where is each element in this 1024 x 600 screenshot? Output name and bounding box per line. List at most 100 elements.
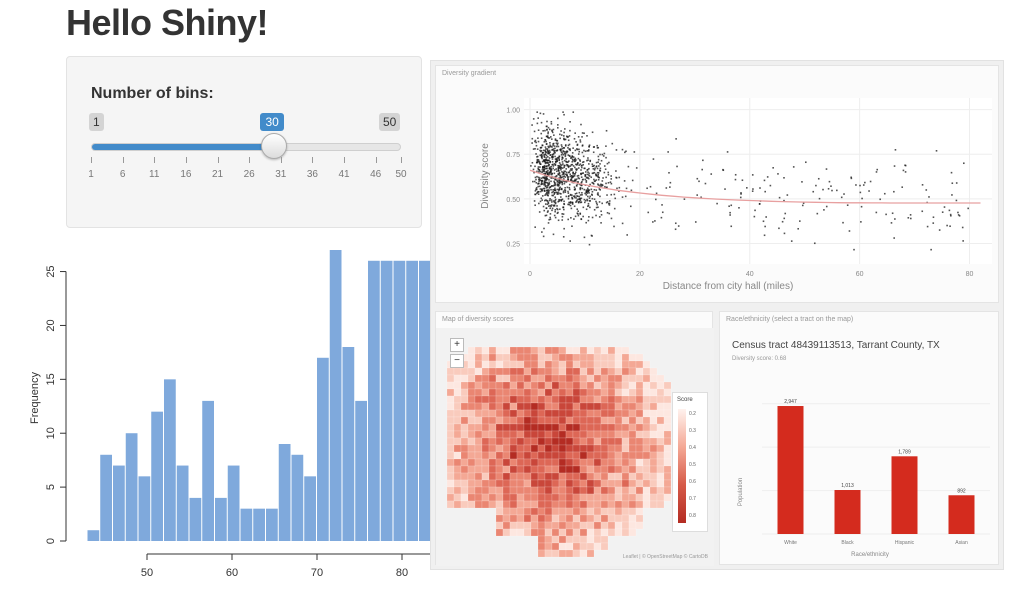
map-tract-cell[interactable] bbox=[467, 493, 476, 502]
map-tract-cell[interactable] bbox=[530, 374, 539, 383]
bins-slider-handle[interactable] bbox=[261, 133, 288, 159]
map-tract-cell[interactable] bbox=[593, 360, 602, 369]
map-tract-cell[interactable] bbox=[509, 346, 518, 355]
map-tract-cell[interactable] bbox=[502, 381, 511, 390]
map-tract-cell[interactable] bbox=[530, 353, 539, 362]
map-tract-cell[interactable] bbox=[481, 402, 490, 411]
map-tract-cell[interactable] bbox=[607, 346, 616, 355]
map-tract-cell[interactable] bbox=[495, 360, 504, 369]
map-tract-cell[interactable] bbox=[663, 409, 672, 418]
map-tract-cell[interactable] bbox=[593, 395, 602, 404]
map-tract-cell[interactable] bbox=[628, 402, 637, 411]
map-tract-cell[interactable] bbox=[516, 353, 525, 362]
map-tract-cell[interactable] bbox=[453, 402, 462, 411]
map-tract-cell[interactable] bbox=[565, 521, 574, 530]
map-tract-cell[interactable] bbox=[537, 535, 546, 544]
map-tract-cell[interactable] bbox=[628, 388, 637, 397]
map-tract-cell[interactable] bbox=[614, 486, 623, 495]
map-tract-cell[interactable] bbox=[558, 430, 567, 439]
map-tract-cell[interactable] bbox=[586, 514, 595, 523]
map-tract-cell[interactable] bbox=[551, 423, 560, 432]
map-tract-cell[interactable] bbox=[502, 402, 511, 411]
map-tract-cell[interactable] bbox=[446, 437, 455, 446]
map-tract-cell[interactable] bbox=[586, 479, 595, 488]
map-tract-cell[interactable] bbox=[523, 409, 532, 418]
map-tract-cell[interactable] bbox=[509, 416, 518, 425]
map-tract-cell[interactable] bbox=[579, 549, 588, 558]
map-tract-cell[interactable] bbox=[509, 500, 518, 509]
map-tract-cell[interactable] bbox=[481, 353, 490, 362]
map-tract-cell[interactable] bbox=[481, 409, 490, 418]
map-tract-cell[interactable] bbox=[446, 388, 455, 397]
map-tract-cell[interactable] bbox=[621, 437, 630, 446]
map-tract-cell[interactable] bbox=[656, 444, 665, 453]
map-tract-cell[interactable] bbox=[656, 395, 665, 404]
map-tract-cell[interactable] bbox=[621, 423, 630, 432]
map-tract-cell[interactable] bbox=[481, 465, 490, 474]
map-tract-cell[interactable] bbox=[509, 472, 518, 481]
map-tract-cell[interactable] bbox=[586, 346, 595, 355]
map-tract-cell[interactable] bbox=[628, 409, 637, 418]
map-tract-cell[interactable] bbox=[537, 493, 546, 502]
map-tract-cell[interactable] bbox=[488, 423, 497, 432]
map-tract-cell[interactable] bbox=[467, 353, 476, 362]
map-tract-cell[interactable] bbox=[656, 402, 665, 411]
map-tract-cell[interactable] bbox=[537, 395, 546, 404]
map-tract-cell[interactable] bbox=[460, 430, 469, 439]
map-tract-cell[interactable] bbox=[460, 479, 469, 488]
map-tract-cell[interactable] bbox=[530, 423, 539, 432]
map-tract-cell[interactable] bbox=[544, 402, 553, 411]
map-tract-cell[interactable] bbox=[565, 402, 574, 411]
map-tract-cell[interactable] bbox=[586, 472, 595, 481]
map-tract-cell[interactable] bbox=[628, 479, 637, 488]
map-tract-cell[interactable] bbox=[572, 528, 581, 537]
map-tract-cell[interactable] bbox=[460, 500, 469, 509]
map-tract-cell[interactable] bbox=[635, 521, 644, 530]
map-tract-cell[interactable] bbox=[509, 430, 518, 439]
map-tract-cell[interactable] bbox=[600, 395, 609, 404]
map-tract-cell[interactable] bbox=[523, 521, 532, 530]
map-tract-cell[interactable] bbox=[558, 493, 567, 502]
map-tract-cell[interactable] bbox=[614, 493, 623, 502]
map-tract-cell[interactable] bbox=[607, 360, 616, 369]
map-tract-cell[interactable] bbox=[460, 472, 469, 481]
map-tract-cell[interactable] bbox=[509, 353, 518, 362]
map-tract-cell[interactable] bbox=[509, 360, 518, 369]
map-tract-cell[interactable] bbox=[544, 423, 553, 432]
map-tract-cell[interactable] bbox=[572, 409, 581, 418]
map-tract-cell[interactable] bbox=[474, 444, 483, 453]
map-tract-cell[interactable] bbox=[516, 472, 525, 481]
map-tract-cell[interactable] bbox=[474, 353, 483, 362]
map-tract-cell[interactable] bbox=[565, 346, 574, 355]
map-tract-cell[interactable] bbox=[495, 381, 504, 390]
map-tract-cell[interactable] bbox=[502, 458, 511, 467]
map-tract-cell[interactable] bbox=[551, 381, 560, 390]
map-tract-cell[interactable] bbox=[502, 395, 511, 404]
map-tract-cell[interactable] bbox=[614, 388, 623, 397]
map-tract-cell[interactable] bbox=[474, 388, 483, 397]
map-tract-cell[interactable] bbox=[586, 402, 595, 411]
map-tract-cell[interactable] bbox=[628, 521, 637, 530]
map-tract-cell[interactable] bbox=[558, 381, 567, 390]
map-tract-cell[interactable] bbox=[488, 444, 497, 453]
map-tract-cell[interactable] bbox=[621, 451, 630, 460]
map-tract-cell[interactable] bbox=[544, 479, 553, 488]
map-tract-cell[interactable] bbox=[628, 465, 637, 474]
map-tract-cell[interactable] bbox=[544, 549, 553, 558]
map-tract-cell[interactable] bbox=[593, 437, 602, 446]
map-tract-cell[interactable] bbox=[628, 437, 637, 446]
map-tract-cell[interactable] bbox=[572, 367, 581, 376]
map-tract-cell[interactable] bbox=[649, 402, 658, 411]
map-tract-cell[interactable] bbox=[495, 514, 504, 523]
map-tract-cell[interactable] bbox=[565, 479, 574, 488]
map-tract-cell[interactable] bbox=[502, 500, 511, 509]
map-tract-cell[interactable] bbox=[579, 444, 588, 453]
map-tract-cell[interactable] bbox=[600, 542, 609, 551]
map-tract-cell[interactable] bbox=[544, 535, 553, 544]
map-tract-cell[interactable] bbox=[593, 423, 602, 432]
map-tract-cell[interactable] bbox=[495, 395, 504, 404]
map-tract-cell[interactable] bbox=[586, 388, 595, 397]
map-tract-cell[interactable] bbox=[523, 402, 532, 411]
map-tract-cell[interactable] bbox=[502, 409, 511, 418]
map-tract-cell[interactable] bbox=[495, 472, 504, 481]
